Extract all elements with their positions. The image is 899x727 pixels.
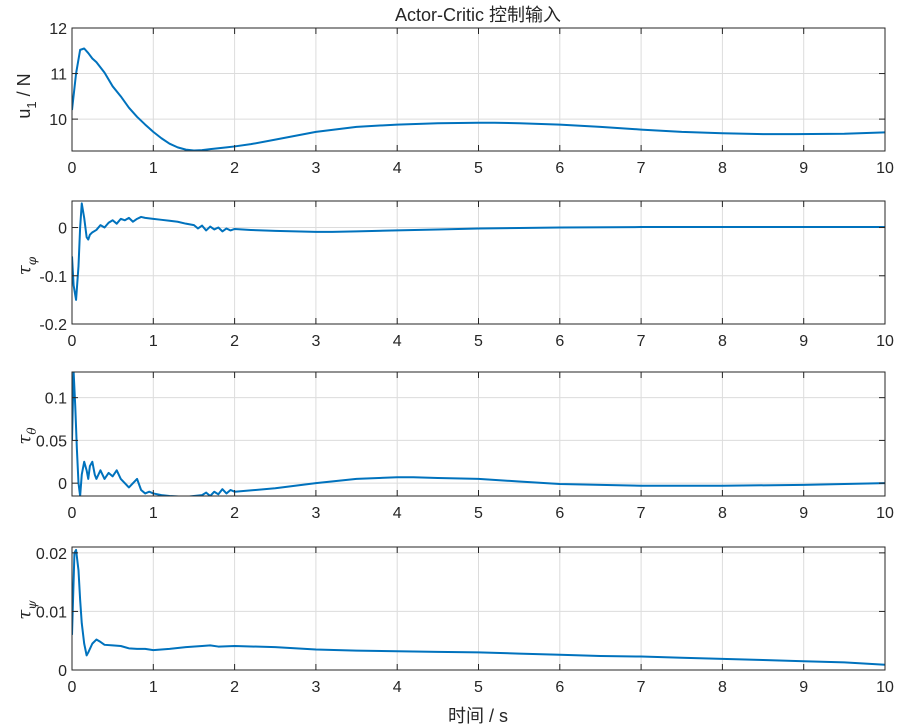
- x-tick-label: 0: [68, 679, 77, 696]
- x-axis-label: 时间 / s: [448, 706, 508, 726]
- y-axis-label-3: τθ: [14, 427, 39, 445]
- x-tick-label: 7: [637, 679, 646, 696]
- y-label-main: τ: [14, 609, 35, 620]
- y-tick-label: 11: [50, 67, 67, 84]
- x-tick-label: 7: [637, 160, 646, 177]
- x-tick-label: 10: [876, 333, 894, 350]
- x-tick-label: 8: [718, 160, 727, 177]
- y-label-main: τ: [14, 434, 35, 445]
- x-tick-label: 10: [876, 679, 894, 696]
- subplot-4: 0 1 2 3 4 5 6 7 8 9 10 0 0.01 0.02 τψ: [14, 546, 894, 696]
- y-label-subscript: θ: [25, 427, 39, 435]
- x-tick-label: 1: [149, 505, 158, 522]
- figure-title: Actor-Critic 控制输入: [395, 5, 561, 25]
- y-label-subscript: φ: [25, 256, 39, 265]
- x-tick-label: 10: [876, 505, 894, 522]
- x-tick-label: 3: [311, 505, 320, 522]
- subplot-2: 0 1 2 3 4 5 6 7 8 9 10 -0.2 -0.1 0 τφ: [14, 200, 894, 350]
- x-tick-label: 4: [393, 679, 402, 696]
- x-tick-label: 9: [799, 505, 808, 522]
- x-tick-label: 5: [474, 160, 483, 177]
- x-tick-label: 5: [474, 505, 483, 522]
- x-tick-label: 3: [311, 333, 320, 350]
- x-tick-label: 8: [718, 505, 727, 522]
- y-tick-label: 0.1: [45, 391, 67, 408]
- y-label-subscript: ψ: [25, 600, 39, 610]
- x-tick-label: 5: [474, 333, 483, 350]
- subplot-3: 0 1 2 3 4 5 6 7 8 9 10 0 0.05 0.1 τθ: [14, 371, 894, 522]
- x-tick-label: 4: [393, 505, 402, 522]
- x-tick-label: 1: [149, 160, 158, 177]
- x-tick-label: 3: [311, 160, 320, 177]
- series-line-1: [72, 47, 885, 151]
- x-tick-label: 0: [68, 333, 77, 350]
- series-line-3: [72, 372, 885, 496]
- x-tick-label: 10: [876, 160, 894, 177]
- y-label-main: τ: [14, 264, 35, 275]
- y-tick-label: 0: [58, 221, 67, 238]
- series-line-4: [72, 548, 885, 666]
- x-tick-label: 1: [149, 679, 158, 696]
- x-tick-label: 0: [68, 505, 77, 522]
- x-tick-label: 6: [555, 160, 564, 177]
- x-tick-label: 2: [230, 679, 239, 696]
- x-tick-label: 4: [393, 333, 402, 350]
- y-tick-label: 0.02: [36, 546, 67, 563]
- y-tick-label: 10: [49, 112, 67, 129]
- x-tick-label: 9: [799, 333, 808, 350]
- y-axis-label-4: τψ: [14, 600, 39, 620]
- series-line-2: [72, 202, 885, 301]
- x-tick-label: 4: [393, 160, 402, 177]
- x-tick-label: 2: [230, 505, 239, 522]
- x-tick-label: 8: [718, 333, 727, 350]
- y-tick-label: 0.01: [36, 604, 67, 621]
- x-tick-label: 2: [230, 160, 239, 177]
- x-tick-label: 8: [718, 679, 727, 696]
- x-tick-label: 5: [474, 679, 483, 696]
- x-tick-label: 6: [555, 333, 564, 350]
- x-tick-label: 2: [230, 333, 239, 350]
- x-tick-label: 3: [311, 679, 320, 696]
- y-tick-label: -0.1: [39, 269, 67, 286]
- x-tick-label: 6: [555, 505, 564, 522]
- x-tick-label: 7: [637, 333, 646, 350]
- y-tick-label: 0: [58, 663, 67, 680]
- x-tick-label: 1: [149, 333, 158, 350]
- x-tick-label: 0: [68, 160, 77, 177]
- x-tick-label: 6: [555, 679, 564, 696]
- x-tick-label: 7: [637, 505, 646, 522]
- y-tick-label: 0.05: [36, 433, 67, 450]
- x-tick-label: 9: [799, 160, 808, 177]
- y-label-subscript: 1: [24, 101, 39, 108]
- x-tick-label: 9: [799, 679, 808, 696]
- y-axis-label-2: τφ: [14, 256, 39, 275]
- y-label-unit: / N: [14, 73, 34, 101]
- y-tick-label: 0: [58, 476, 67, 493]
- y-label-main: u: [14, 109, 34, 119]
- y-tick-label: 12: [49, 21, 67, 38]
- y-axis-label-1: u1 / N: [14, 73, 39, 118]
- y-tick-label: -0.2: [39, 317, 67, 334]
